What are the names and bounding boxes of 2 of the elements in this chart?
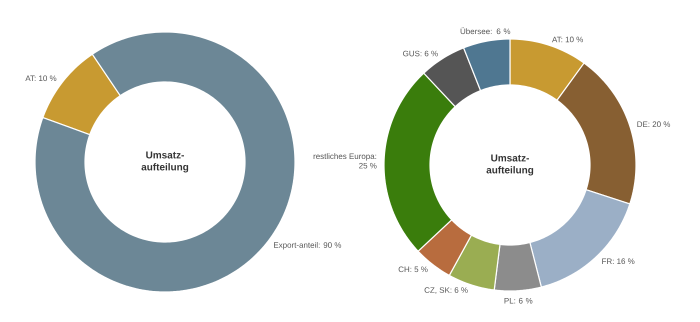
text: Umsatz-aufteilung bbox=[486, 154, 534, 176]
text: Umsatz-aufteilung bbox=[142, 152, 188, 172]
